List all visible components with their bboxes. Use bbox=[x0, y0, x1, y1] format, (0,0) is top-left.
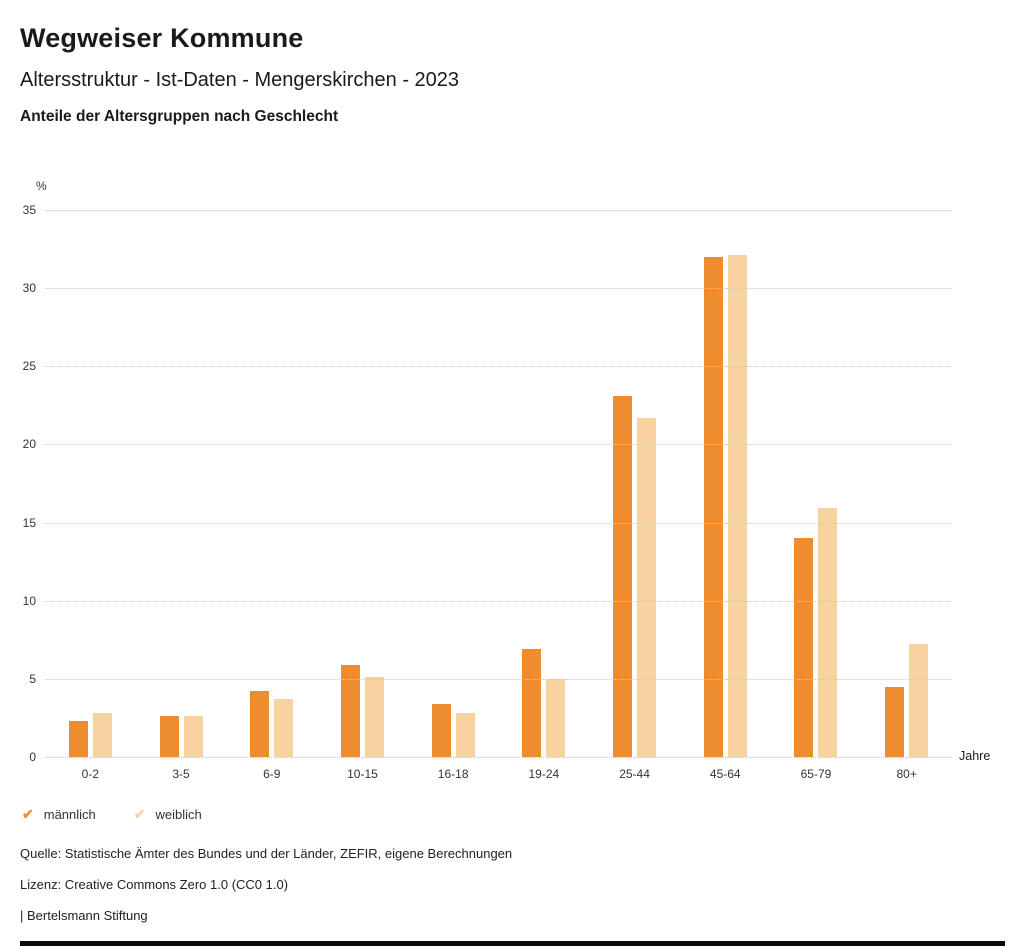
x-tick-label: 45-64 bbox=[709, 766, 741, 781]
y-tick-label: 10 bbox=[22, 593, 36, 608]
page-title: Wegweiser Kommune bbox=[20, 23, 304, 53]
x-tick-label: 25-44 bbox=[619, 766, 650, 781]
bottom-divider bbox=[20, 941, 1005, 946]
x-tick-label: 19-24 bbox=[528, 766, 560, 781]
gridline-20 bbox=[45, 444, 952, 446]
legend-item-weiblich[interactable]: ✔ weiblich bbox=[134, 806, 202, 823]
y-tick-label: 0 bbox=[29, 749, 36, 764]
y-tick-label: 35 bbox=[22, 202, 36, 217]
bar-group-25-44: 25-44 bbox=[589, 210, 680, 781]
x-tick-label: 6-9 bbox=[263, 766, 281, 781]
license-note: Lizenz: Creative Commons Zero 1.0 (CC0 1… bbox=[20, 876, 289, 892]
gridline-10 bbox=[45, 600, 952, 602]
chart-title: Altersstruktur - Ist-Daten - Mengerskirc… bbox=[20, 69, 460, 92]
bar-weiblich-16-18 bbox=[455, 713, 475, 757]
chart-subtitle: Anteile der Altersgruppen nach Geschlech… bbox=[20, 108, 339, 126]
bar-weiblich-19-24 bbox=[546, 678, 566, 757]
bar-weiblich-6-9 bbox=[274, 699, 294, 757]
bar-weiblich-65-79 bbox=[818, 508, 838, 757]
bar-männlich-10-15 bbox=[340, 664, 360, 757]
bar-group-16-18: 16-18 bbox=[408, 210, 499, 781]
x-axis-unit-label: Jahre bbox=[959, 748, 991, 763]
bar-männlich-45-64 bbox=[703, 256, 723, 757]
gridline-30 bbox=[45, 288, 952, 290]
y-tick-label: 25 bbox=[22, 359, 36, 374]
source-note: Quelle: Statistische Ämter des Bundes un… bbox=[20, 845, 513, 861]
x-tick-label: 10-15 bbox=[347, 766, 378, 781]
bar-groups: 0-2 3-5 6-9 10-15 16-18 19-24 25-44 45-64 65-79 8… bbox=[45, 210, 952, 781]
plot-area: 0-2 3-5 6-9 10-15 16-18 19-24 25-44 45-64 65-79 8… bbox=[23, 203, 991, 781]
bar-group-0-2: 0-2 bbox=[45, 210, 136, 781]
x-tick-label: 80+ bbox=[896, 766, 917, 781]
x-tick-label: 65-79 bbox=[800, 766, 832, 781]
attribution: | Bertelsmann Stiftung bbox=[20, 907, 148, 923]
legend-label: männlich bbox=[43, 806, 96, 822]
bar-group-45-64: 45-64 bbox=[680, 210, 771, 781]
bar-chart: % 0-2 3-5 6-9 10-15 16-18 19-24 25-44 45-64 65-7… bbox=[23, 179, 991, 781]
bar-group-65-79: 65-79 bbox=[771, 210, 862, 781]
legend: ✔ männlich ✔ weiblich bbox=[22, 806, 1004, 823]
bar-weiblich-0-2 bbox=[92, 713, 112, 757]
y-axis-unit-label: % bbox=[36, 178, 47, 193]
check-icon: ✔ bbox=[133, 805, 146, 822]
y-tick-label: 15 bbox=[22, 515, 36, 530]
y-tick-label: 5 bbox=[29, 671, 36, 686]
bar-männlich-19-24 bbox=[522, 649, 542, 757]
gridline-15 bbox=[45, 522, 952, 524]
x-tick-label: 16-18 bbox=[437, 766, 469, 781]
chart-footer: Quelle: Statistische Ämter des Bundes un… bbox=[20, 845, 1004, 940]
y-tick-label: 30 bbox=[22, 281, 36, 296]
gridline-25 bbox=[45, 366, 952, 368]
gridline-35 bbox=[45, 209, 952, 211]
x-tick-label: 0-2 bbox=[81, 766, 100, 781]
x-tick-label: 3-5 bbox=[172, 766, 190, 781]
bar-männlich-65-79 bbox=[794, 538, 814, 757]
bar-group-10-15: 10-15 bbox=[317, 210, 408, 781]
bar-männlich-25-44 bbox=[613, 395, 633, 757]
chart-header: Wegweiser Kommune Altersstruktur - Ist-D… bbox=[20, 22, 1004, 127]
bar-group-6-9: 6-9 bbox=[226, 210, 317, 781]
bar-group-3-5: 3-5 bbox=[136, 210, 227, 781]
bar-weiblich-3-5 bbox=[183, 716, 203, 757]
check-icon: ✔ bbox=[22, 805, 34, 822]
bar-weiblich-80+ bbox=[909, 644, 929, 757]
bar-männlich-0-2 bbox=[68, 721, 88, 757]
bar-weiblich-45-64 bbox=[727, 255, 747, 757]
gridline-0 bbox=[45, 756, 952, 758]
bar-männlich-6-9 bbox=[250, 691, 270, 757]
y-tick-label: 20 bbox=[22, 437, 36, 452]
bar-group-19-24: 19-24 bbox=[499, 210, 590, 781]
legend-item-männlich[interactable]: ✔ männlich bbox=[22, 806, 96, 823]
bar-männlich-3-5 bbox=[159, 716, 179, 757]
legend-label: weiblich bbox=[155, 806, 202, 822]
bar-group-80+: 80+ bbox=[861, 210, 952, 781]
bar-männlich-16-18 bbox=[431, 703, 451, 757]
bar-männlich-80+ bbox=[885, 686, 905, 757]
gridline-5 bbox=[45, 678, 952, 680]
bar-weiblich-10-15 bbox=[364, 677, 384, 757]
bar-weiblich-25-44 bbox=[637, 417, 657, 757]
